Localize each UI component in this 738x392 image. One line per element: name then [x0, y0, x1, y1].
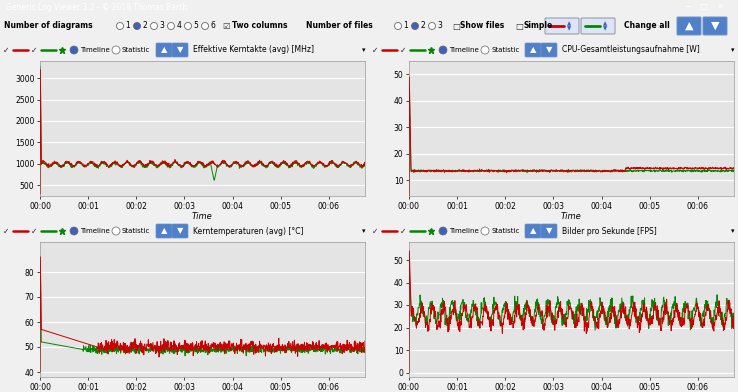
Text: ☑: ☑ [222, 22, 230, 31]
FancyBboxPatch shape [541, 224, 557, 238]
Text: ✓: ✓ [3, 227, 10, 236]
Text: Show files: Show files [460, 22, 504, 31]
Text: Timeline: Timeline [449, 228, 479, 234]
Text: 1: 1 [125, 22, 130, 31]
Circle shape [112, 46, 120, 54]
Text: ▲: ▲ [567, 22, 571, 27]
Text: ▼: ▼ [176, 226, 183, 235]
Text: ▲: ▲ [603, 22, 607, 27]
Text: 3: 3 [159, 22, 165, 31]
Text: 1: 1 [404, 22, 408, 31]
Text: ✓: ✓ [400, 45, 407, 54]
Text: 4: 4 [176, 22, 182, 31]
Circle shape [151, 22, 157, 29]
Text: ▼: ▼ [567, 27, 571, 31]
Text: CPU-Gesamtleistungsaufnahme [W]: CPU-Gesamtleistungsaufnahme [W] [562, 45, 700, 54]
FancyBboxPatch shape [172, 43, 188, 57]
Text: Statistic: Statistic [122, 228, 151, 234]
FancyBboxPatch shape [525, 224, 541, 238]
Circle shape [134, 22, 140, 29]
Text: ✓: ✓ [31, 45, 38, 54]
Text: ▲: ▲ [161, 226, 168, 235]
Circle shape [481, 46, 489, 54]
Text: Kerntemperaturen (avg) [°C]: Kerntemperaturen (avg) [°C] [193, 227, 303, 236]
Circle shape [439, 227, 447, 235]
Circle shape [412, 22, 418, 29]
Text: □: □ [452, 22, 460, 31]
Text: 2: 2 [142, 22, 148, 31]
Circle shape [429, 22, 435, 29]
Text: 6: 6 [210, 22, 215, 31]
Circle shape [395, 22, 401, 29]
Text: Statistic: Statistic [491, 228, 520, 234]
FancyBboxPatch shape [581, 18, 615, 34]
Text: Effektive Kerntakte (avg) [MHz]: Effektive Kerntakte (avg) [MHz] [193, 45, 314, 54]
Circle shape [117, 22, 123, 29]
Text: ×: × [717, 2, 723, 11]
Text: Simple: Simple [523, 22, 552, 31]
Text: ✓: ✓ [31, 227, 38, 236]
X-axis label: Time: Time [561, 212, 582, 221]
Text: ▼: ▼ [545, 45, 552, 54]
Circle shape [439, 46, 447, 54]
Text: Bilder pro Sekunde [FPS]: Bilder pro Sekunde [FPS] [562, 227, 657, 236]
FancyBboxPatch shape [525, 43, 541, 57]
Text: Timeline: Timeline [449, 47, 479, 53]
Circle shape [112, 227, 120, 235]
Text: ✓: ✓ [400, 227, 407, 236]
Text: ▼: ▼ [545, 226, 552, 235]
Text: Number of diagrams: Number of diagrams [4, 22, 93, 31]
FancyBboxPatch shape [677, 17, 701, 35]
Text: Two columns: Two columns [232, 22, 288, 31]
Circle shape [70, 227, 78, 235]
Text: 2: 2 [421, 22, 425, 31]
Text: ▲: ▲ [161, 45, 168, 54]
Circle shape [184, 22, 191, 29]
X-axis label: Time: Time [192, 212, 213, 221]
Text: ▼: ▼ [711, 20, 720, 31]
Text: ✓: ✓ [372, 227, 379, 236]
Text: 3: 3 [438, 22, 442, 31]
Text: Generic Log Viewer 3.2 - © 2018 Thomas Barth: Generic Log Viewer 3.2 - © 2018 Thomas B… [6, 2, 187, 11]
Text: Number of files: Number of files [306, 22, 373, 31]
Text: ✓: ✓ [372, 45, 379, 54]
Text: ▲: ▲ [685, 20, 693, 31]
Text: ▲: ▲ [530, 45, 537, 54]
FancyBboxPatch shape [541, 43, 557, 57]
FancyBboxPatch shape [156, 43, 172, 57]
Text: ▾: ▾ [731, 228, 734, 234]
Text: ▾: ▾ [362, 228, 365, 234]
Text: Statistic: Statistic [122, 47, 151, 53]
Circle shape [168, 22, 174, 29]
Text: ▼: ▼ [603, 27, 607, 31]
Text: ▼: ▼ [176, 45, 183, 54]
Text: Statistic: Statistic [491, 47, 520, 53]
Text: ▾: ▾ [362, 47, 365, 53]
Circle shape [481, 227, 489, 235]
Text: ▲: ▲ [530, 226, 537, 235]
FancyBboxPatch shape [703, 17, 727, 35]
FancyBboxPatch shape [172, 224, 188, 238]
Text: ✓: ✓ [3, 45, 10, 54]
Text: ▾: ▾ [731, 47, 734, 53]
Text: □: □ [699, 2, 707, 11]
Text: Timeline: Timeline [80, 228, 110, 234]
Text: Change all: Change all [624, 22, 670, 31]
FancyBboxPatch shape [156, 224, 172, 238]
Text: 5: 5 [193, 22, 199, 31]
Circle shape [201, 22, 209, 29]
Circle shape [70, 46, 78, 54]
Text: □: □ [515, 22, 523, 31]
Text: −: − [685, 2, 692, 11]
FancyBboxPatch shape [545, 18, 579, 34]
Text: Timeline: Timeline [80, 47, 110, 53]
